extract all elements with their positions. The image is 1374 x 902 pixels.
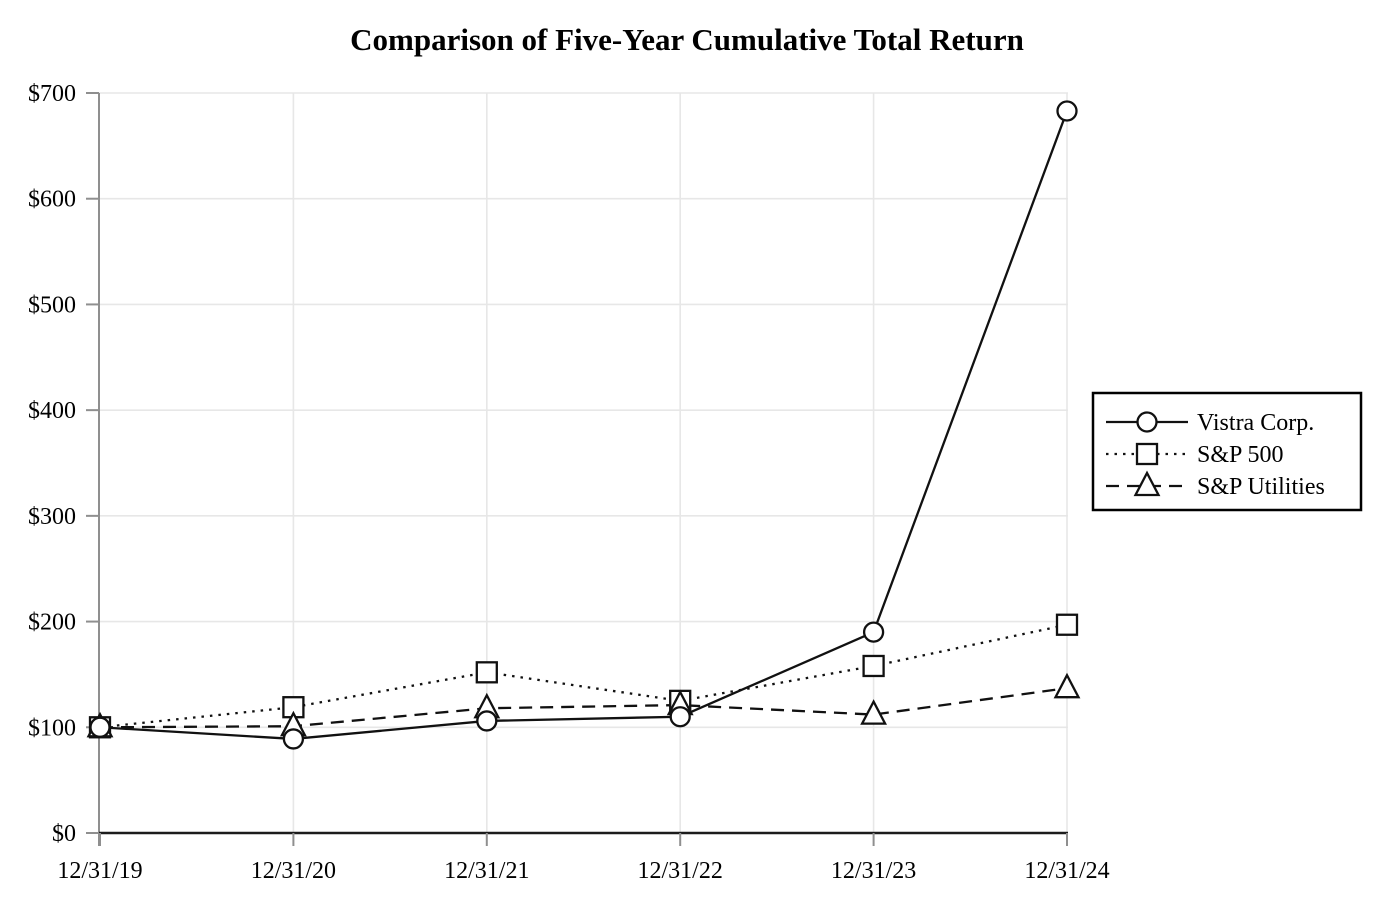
grid-layer	[99, 92, 1068, 833]
series-marker-s-p-500	[475, 661, 498, 684]
x-tick-label: 12/31/20	[251, 858, 336, 884]
series-marker-s-p-utilities	[1053, 672, 1081, 699]
series-marker-vistra-corp	[282, 728, 305, 750]
series-marker-vistra-corp	[476, 710, 498, 732]
y-tick-label: $600	[28, 187, 76, 213]
legend-label: S&P 500	[1197, 442, 1283, 468]
x-tick-label: 12/31/19	[57, 858, 142, 884]
y-tick-label: $100	[28, 715, 76, 741]
series-marker-s-p-500	[1055, 613, 1079, 636]
legend-item-s-p-500: S&P 500	[1106, 442, 1283, 468]
axis-label-layer: $0 $100 $200 $300 $400 $500 $600 $700 12/31/19 12…	[28, 81, 1110, 884]
series-line-vistra-corp	[99, 110, 1069, 741]
legend-item-s-p-utilities: S&P Utilities	[1106, 470, 1325, 500]
series-line-s-p-utilities	[99, 687, 1068, 729]
x-tick-label: 12/31/23	[831, 858, 916, 884]
series-marker-vistra-corp	[89, 716, 111, 738]
legend-marker-triangle	[1133, 470, 1161, 497]
chart-title: Comparison of Five-Year Cumulative Total…	[350, 22, 1024, 57]
legend-label: Vistra Corp.	[1197, 410, 1314, 436]
legend: Vistra Corp. S&P 500 S&P Utilities	[1091, 391, 1363, 512]
series-marker-vistra-corp	[669, 706, 691, 728]
series-layer	[86, 100, 1081, 750]
legend-item-vistra-corp: Vistra Corp.	[1106, 410, 1314, 436]
series-line-s-p-500	[99, 623, 1068, 729]
y-tick-label: $400	[28, 398, 76, 424]
legend-label: S&P Utilities	[1197, 474, 1325, 500]
legend-marker-circle	[1136, 411, 1158, 433]
series-marker-vistra-corp	[1056, 100, 1078, 122]
x-tick-label: 12/31/21	[444, 858, 529, 884]
x-tick-label: 12/31/24	[1024, 858, 1109, 884]
y-tick-label: $300	[28, 504, 76, 530]
legend-marker-square	[1135, 442, 1159, 466]
y-tick-label: $200	[28, 610, 76, 636]
y-tick-label: $0	[52, 821, 76, 847]
axis-layer	[86, 92, 1068, 846]
series-marker-s-p-utilities	[860, 699, 887, 725]
y-tick-label: $500	[28, 292, 76, 318]
y-tick-label: $700	[28, 81, 76, 107]
series-marker-vistra-corp	[862, 621, 885, 643]
series-marker-s-p-500	[862, 654, 885, 678]
x-tick-label: 12/31/22	[638, 858, 723, 884]
